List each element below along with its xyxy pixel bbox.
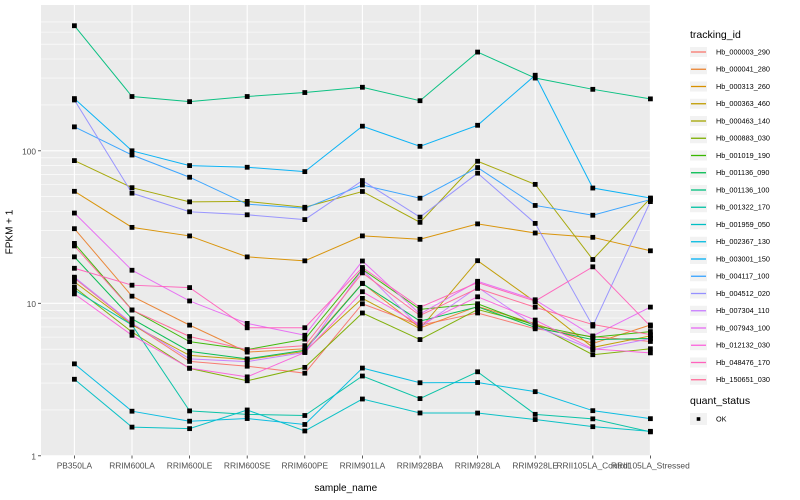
svg-text:RRIM901LA: RRIM901LA (340, 461, 386, 471)
svg-text:Hb_000883_030: Hb_000883_030 (716, 134, 770, 143)
svg-text:Hb_001136_090: Hb_001136_090 (716, 168, 769, 177)
svg-text:RRIM600LA: RRIM600LA (109, 461, 155, 471)
svg-text:FPKM + 1: FPKM + 1 (5, 209, 16, 254)
svg-text:RRIM928LE: RRIM928LE (512, 461, 558, 471)
svg-text:10: 10 (27, 299, 37, 309)
svg-text:1: 1 (31, 451, 36, 461)
svg-text:RRII105LA_Stressed: RRII105LA_Stressed (611, 461, 690, 471)
svg-text:RRIM600SE: RRIM600SE (224, 461, 271, 471)
svg-text:100: 100 (22, 146, 36, 156)
svg-text:Hb_004512_020: Hb_004512_020 (716, 289, 770, 298)
svg-text:RRIM928BA: RRIM928BA (397, 461, 444, 471)
svg-text:Hb_001019_190: Hb_001019_190 (716, 151, 770, 160)
svg-text:Hb_000363_460: Hb_000363_460 (716, 99, 770, 108)
svg-text:Hb_000463_140: Hb_000463_140 (716, 116, 770, 125)
svg-text:RRIM600LE: RRIM600LE (167, 461, 213, 471)
svg-text:OK: OK (716, 414, 727, 423)
svg-text:Hb_004117_100: Hb_004117_100 (716, 272, 769, 281)
svg-text:Hb_012132_030: Hb_012132_030 (716, 341, 770, 350)
svg-text:Hb_000313_260: Hb_000313_260 (716, 82, 770, 91)
svg-text:RRIM600PE: RRIM600PE (282, 461, 329, 471)
svg-text:Hb_001959_050: Hb_001959_050 (716, 220, 770, 229)
svg-text:Hb_002367_130: Hb_002367_130 (716, 237, 770, 246)
svg-text:Hb_007943_100: Hb_007943_100 (716, 323, 770, 332)
svg-text:Hb_003001_150: Hb_003001_150 (716, 254, 770, 263)
svg-text:RRIM928LA: RRIM928LA (455, 461, 501, 471)
svg-text:Hb_001136_100: Hb_001136_100 (716, 185, 769, 194)
svg-text:Hb_000041_280: Hb_000041_280 (716, 65, 770, 74)
svg-text:Hb_007304_110: Hb_007304_110 (716, 306, 769, 315)
svg-text:Hb_000003_290: Hb_000003_290 (716, 47, 770, 56)
svg-text:PB350LA: PB350LA (57, 461, 93, 471)
svg-text:sample_name: sample_name (314, 483, 377, 494)
svg-text:Hb_048476_170: Hb_048476_170 (716, 358, 770, 367)
svg-text:Hb_001322_170: Hb_001322_170 (716, 203, 770, 212)
svg-text:Hb_150651_030: Hb_150651_030 (716, 375, 770, 384)
svg-text:tracking_id: tracking_id (690, 29, 741, 41)
svg-text:quant_status: quant_status (690, 395, 750, 407)
